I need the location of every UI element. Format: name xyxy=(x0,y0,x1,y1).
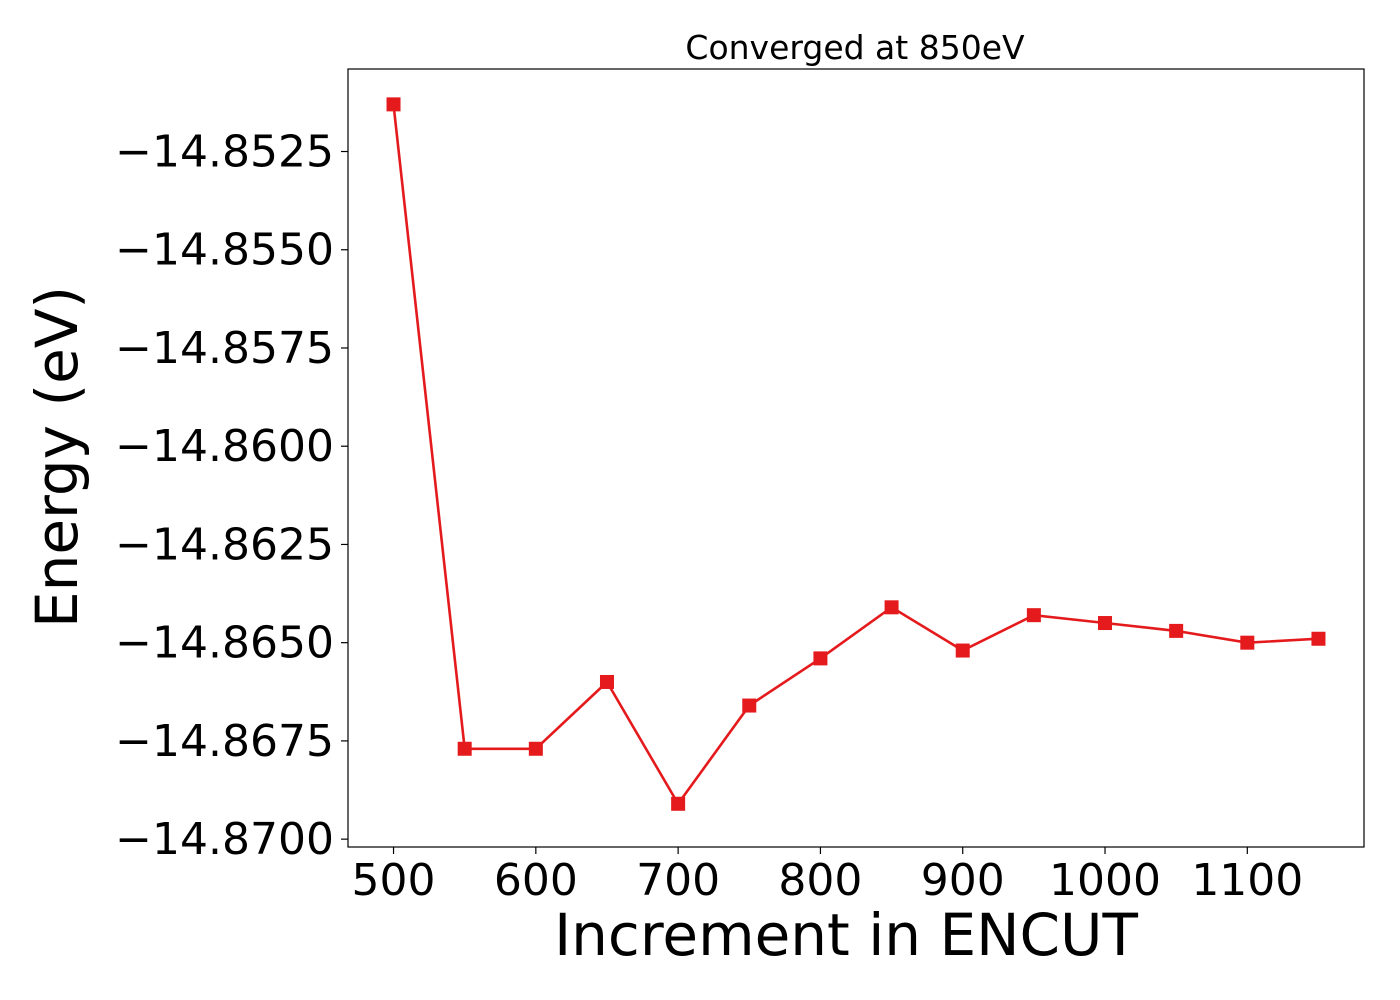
y-axis-label: Energy (eV) xyxy=(23,286,91,628)
data-point xyxy=(386,97,401,112)
y-tick-label: −14.8550 xyxy=(115,225,334,276)
plot-area xyxy=(347,68,1365,848)
data-point xyxy=(742,698,757,713)
data-point xyxy=(457,741,472,756)
data-point xyxy=(528,741,543,756)
series-layer xyxy=(386,97,1326,811)
data-point xyxy=(671,796,686,811)
x-tick-label: 900 xyxy=(921,855,1005,906)
y-tick-label: −14.8700 xyxy=(115,814,334,865)
y-tick-label: −14.8525 xyxy=(115,127,334,178)
y-tick-label: −14.8675 xyxy=(115,716,334,767)
x-tick-label: 800 xyxy=(778,855,862,906)
plot-frame xyxy=(347,68,1365,848)
x-tick-label: 600 xyxy=(494,855,578,906)
y-tick-label: −14.8625 xyxy=(115,519,334,570)
y-tick-label: −14.8575 xyxy=(115,323,334,374)
data-point xyxy=(599,674,614,689)
y-tick-label: −14.8600 xyxy=(115,421,334,472)
y-axis: −14.8525 −14.8550 −14.8575 −14.8600 −14.8625… xyxy=(115,127,348,865)
x-tick-label: 1100 xyxy=(1191,855,1303,906)
chart-title: Converged at 850eV xyxy=(685,28,1025,67)
data-point xyxy=(813,651,828,666)
data-point xyxy=(1026,608,1041,623)
data-point xyxy=(955,643,970,658)
data-point xyxy=(884,600,899,615)
x-tick-label: 700 xyxy=(636,855,720,906)
x-tick-label: 500 xyxy=(352,855,436,906)
data-point xyxy=(1311,631,1326,646)
data-point xyxy=(1240,635,1255,650)
series-line xyxy=(392,104,1319,807)
x-axis-label: Increment in ENCUT xyxy=(554,901,1138,969)
data-point xyxy=(1098,616,1113,631)
data-point xyxy=(1169,623,1184,638)
y-tick-label: −14.8650 xyxy=(115,618,334,669)
x-tick-label: 1000 xyxy=(1049,855,1161,906)
x-axis: 500 600 700 800 900 1000 1100 xyxy=(352,847,1303,906)
